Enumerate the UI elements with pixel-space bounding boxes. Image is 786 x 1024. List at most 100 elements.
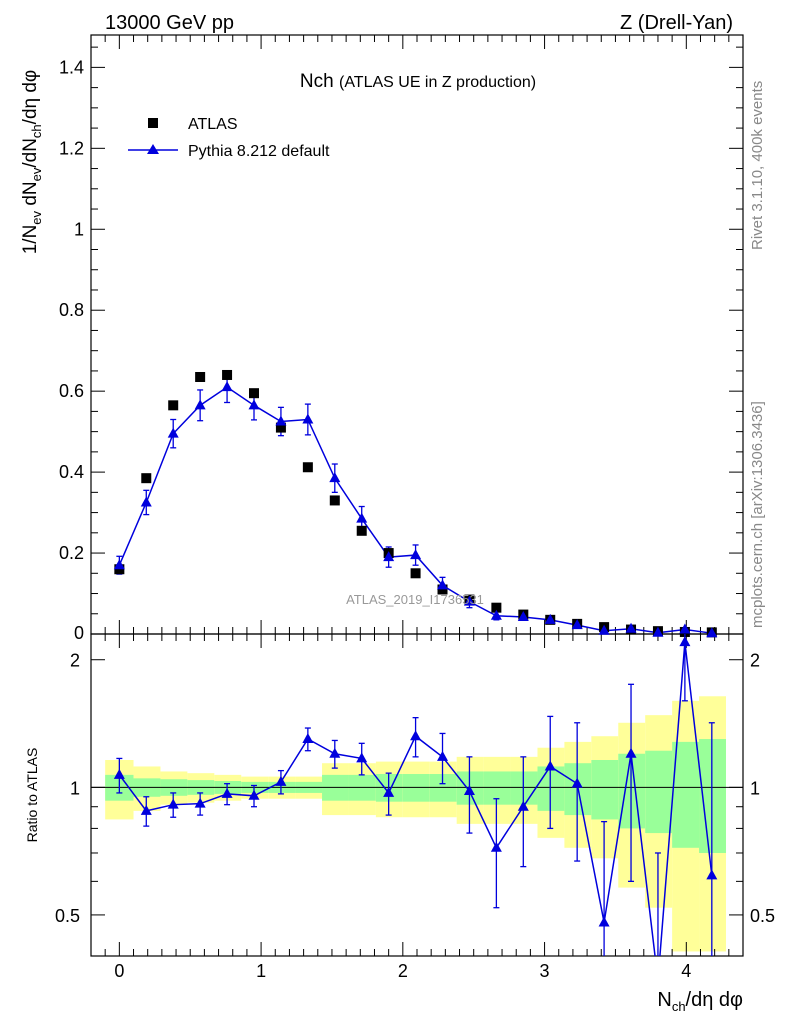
main-atlas-point bbox=[491, 602, 502, 613]
main-y-tick-label: 1.2 bbox=[59, 138, 84, 158]
main-atlas-point bbox=[168, 400, 179, 411]
ratio-band-inner bbox=[429, 774, 457, 802]
main-mc-point bbox=[517, 611, 529, 622]
main-atlas-point bbox=[141, 473, 152, 484]
main-y-tick-label: 0.2 bbox=[59, 543, 84, 563]
x-tick-label: 0 bbox=[114, 961, 124, 981]
ratio-mc-point bbox=[517, 800, 529, 811]
main-atlas-point bbox=[195, 371, 206, 382]
main-mc-point bbox=[383, 551, 395, 562]
legend-atlas-marker bbox=[148, 118, 158, 128]
ratio-band-inner bbox=[699, 739, 726, 853]
legend: ATLAS Pythia 8.212 default bbox=[128, 116, 330, 160]
ratio-mc-point bbox=[140, 804, 152, 815]
ratio-marks bbox=[113, 634, 718, 956]
side-text-rivet: Rivet 3.1.10, 400k events bbox=[749, 81, 766, 250]
analysis-watermark: ATLAS_2019_I1736531 bbox=[346, 592, 484, 607]
ratio-band-inner bbox=[402, 774, 430, 802]
main-mc-point bbox=[194, 399, 206, 410]
data-marks bbox=[113, 369, 718, 956]
main-mc-point bbox=[706, 627, 718, 638]
ratio-mc-point bbox=[221, 787, 233, 798]
main-atlas-point bbox=[410, 568, 421, 579]
ratio-band-inner bbox=[645, 750, 673, 834]
header-right-label: Z (Drell-Yan) bbox=[620, 12, 733, 34]
main-y-tick-label: 1 bbox=[74, 219, 84, 239]
main-atlas-point bbox=[222, 369, 233, 380]
ratio-band-inner bbox=[375, 774, 403, 802]
main-mc-point bbox=[275, 415, 287, 426]
ratio-band-inner bbox=[483, 771, 511, 805]
main-mc-point bbox=[571, 619, 583, 630]
main-mc-point bbox=[679, 623, 691, 634]
plot-title: Nch (ATLAS UE in Z production) bbox=[300, 71, 536, 92]
main-mc-point bbox=[113, 559, 125, 570]
x-tick-label: 4 bbox=[681, 961, 691, 981]
ratio-y-tick-label-right: 0.5 bbox=[750, 906, 775, 926]
ratio-y-tick-label-left: 0.5 bbox=[55, 906, 80, 926]
main-mc-point bbox=[490, 609, 502, 620]
ratio-mc-point bbox=[437, 750, 449, 761]
ratio-mc-point bbox=[167, 798, 179, 809]
ratio-y-tick-label-left: 2 bbox=[70, 651, 80, 671]
main-mc-point bbox=[544, 613, 556, 624]
main-y-tick-label: 1.4 bbox=[59, 57, 84, 77]
ratio-mc-point bbox=[490, 841, 502, 852]
ratio-mc-point bbox=[356, 752, 368, 763]
ratio-mc-point bbox=[275, 775, 287, 786]
ratio-mc-point bbox=[248, 789, 260, 800]
axis-ticks: 0 1 2 3 4 0.2 0.4 0.6 0.8 1 1.2 1.4 0 0.5 0.5 1 1 2 2 bbox=[55, 35, 775, 981]
ratio-mc-point bbox=[302, 733, 314, 744]
main-mc-point bbox=[437, 579, 449, 590]
main-atlas-point bbox=[356, 525, 367, 536]
ratio-mc-point bbox=[194, 797, 206, 808]
ratio-band-inner bbox=[537, 766, 565, 811]
x-tick-label: 2 bbox=[398, 961, 408, 981]
ratio-band-inner bbox=[618, 753, 646, 829]
main-mc-point bbox=[140, 496, 152, 507]
main-mc-point bbox=[598, 624, 610, 635]
ratio-y-tick-label-right: 1 bbox=[750, 778, 760, 798]
ratio-band-inner bbox=[672, 741, 700, 848]
main-mc-point bbox=[356, 512, 368, 523]
main-atlas-point bbox=[275, 422, 286, 433]
main-atlas-point bbox=[249, 388, 259, 399]
ratio-ylabel: Ratio to ATLAS bbox=[24, 748, 40, 843]
ratio-band-inner bbox=[510, 771, 538, 805]
main-atlas-point bbox=[114, 564, 125, 575]
ratio-y-tick-label-left: 1 bbox=[70, 778, 80, 798]
main-mc-point bbox=[329, 472, 341, 483]
main-mc-point bbox=[410, 549, 422, 560]
legend-pythia-label: Pythia 8.212 default bbox=[188, 143, 330, 160]
ratio-mc-point bbox=[113, 768, 125, 779]
plot-title-main: Nch bbox=[300, 71, 334, 92]
main-y-tick-label: 0.6 bbox=[59, 381, 84, 401]
ratio-mc-point bbox=[679, 636, 691, 647]
plot-title-sub: (ATLAS UE in Z production) bbox=[339, 74, 536, 91]
main-ylabel: 1/Nev dNev/dNch/dη dφ bbox=[20, 70, 44, 255]
main-y-tick-label: 0.8 bbox=[59, 300, 84, 320]
main-y-tick-label: 0.4 bbox=[59, 462, 84, 482]
ratio-mc-point bbox=[383, 786, 395, 797]
x-tick-label: 1 bbox=[256, 961, 266, 981]
main-mc-point bbox=[463, 595, 475, 606]
ratio-mc-point bbox=[329, 747, 341, 758]
header-left-label: 13000 GeV pp bbox=[105, 12, 234, 34]
ratio-mc-point bbox=[571, 777, 583, 788]
side-text-mcplots: mcplots.cern.ch [arXiv:1306.3436] bbox=[749, 401, 766, 628]
main-y-tick-label-zero: 0 bbox=[74, 623, 84, 643]
ratio-mc-point bbox=[598, 916, 610, 927]
ratio-band-inner bbox=[591, 760, 619, 820]
main-mc-point bbox=[652, 626, 664, 637]
ratio-y-tick-label-right: 2 bbox=[750, 651, 760, 671]
main-atlas-point bbox=[329, 495, 340, 506]
main-mc-point bbox=[221, 381, 233, 392]
ratio-mc-point bbox=[625, 747, 637, 758]
main-mc-point bbox=[167, 427, 179, 438]
legend-atlas-label: ATLAS bbox=[188, 116, 238, 133]
ratio-mc-point bbox=[410, 730, 422, 741]
legend-pythia-marker bbox=[147, 144, 159, 154]
main-atlas-point bbox=[302, 462, 313, 473]
ratio-xlabel: Nch/dη dφ bbox=[657, 989, 743, 1014]
